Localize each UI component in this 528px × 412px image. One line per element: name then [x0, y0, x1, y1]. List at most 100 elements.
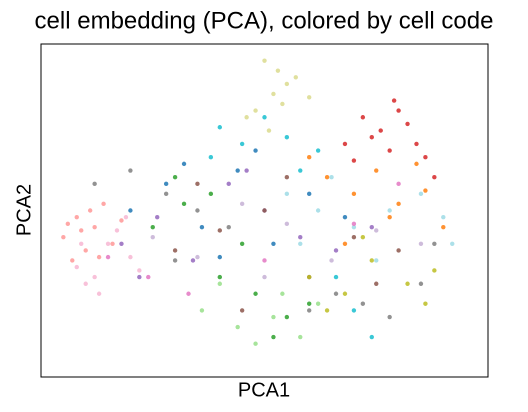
point	[307, 301, 312, 306]
point	[324, 308, 330, 313]
point	[239, 241, 245, 246]
point	[351, 224, 357, 230]
point	[280, 291, 285, 296]
point	[342, 241, 348, 246]
point	[199, 308, 205, 313]
point	[172, 175, 178, 180]
point	[307, 274, 312, 280]
point	[360, 115, 366, 120]
point	[96, 254, 102, 260]
point	[172, 248, 178, 253]
point	[284, 191, 290, 197]
point	[414, 161, 419, 167]
point	[275, 68, 281, 73]
point	[369, 258, 374, 263]
point	[351, 158, 357, 163]
point	[235, 324, 240, 330]
point	[92, 274, 97, 280]
point	[92, 224, 97, 230]
point	[217, 254, 222, 260]
point	[262, 58, 267, 63]
point	[307, 155, 312, 160]
point	[195, 181, 200, 187]
point	[105, 254, 111, 260]
point	[271, 241, 276, 246]
point	[387, 148, 392, 153]
point	[244, 115, 249, 120]
point	[378, 128, 383, 133]
point	[374, 258, 379, 263]
point	[186, 291, 191, 296]
point	[244, 168, 249, 173]
point	[351, 221, 357, 227]
chart-title: cell embedding (PCA), colored by cell co…	[35, 7, 494, 34]
point	[253, 148, 258, 153]
point	[324, 175, 330, 180]
point	[253, 108, 258, 113]
point	[387, 214, 392, 220]
point	[405, 281, 410, 286]
point	[74, 264, 79, 270]
point	[114, 228, 120, 233]
point	[262, 274, 267, 280]
point	[253, 341, 258, 346]
point	[119, 241, 124, 246]
point	[307, 308, 312, 313]
point	[298, 241, 303, 246]
x-axis-label: PCA1	[238, 379, 290, 401]
point	[110, 241, 115, 246]
point	[217, 125, 222, 130]
point	[137, 268, 142, 273]
point	[342, 214, 348, 220]
point	[217, 228, 222, 233]
point	[190, 258, 196, 263]
point	[199, 224, 205, 230]
point	[235, 168, 240, 173]
point	[101, 201, 106, 207]
point	[284, 135, 290, 140]
point	[181, 161, 187, 167]
plot-frame	[40, 43, 489, 378]
point	[351, 191, 357, 197]
point	[315, 148, 321, 153]
point	[266, 128, 272, 133]
y-axis-label: PCA2	[13, 184, 35, 236]
point	[271, 314, 276, 320]
point	[369, 135, 374, 140]
point	[298, 334, 303, 340]
point	[128, 208, 133, 213]
point	[315, 208, 321, 213]
point	[329, 258, 334, 263]
point	[315, 301, 321, 306]
point	[181, 201, 187, 207]
point	[65, 221, 71, 227]
point	[163, 191, 169, 197]
point	[342, 291, 348, 296]
point	[450, 241, 455, 246]
point	[87, 208, 93, 213]
point	[271, 334, 276, 340]
point	[418, 191, 424, 197]
point	[128, 254, 133, 260]
point	[423, 188, 428, 193]
point	[293, 75, 298, 80]
point	[217, 274, 222, 280]
point	[155, 214, 160, 220]
point	[284, 221, 290, 227]
point	[307, 191, 312, 197]
point	[360, 301, 366, 306]
point	[79, 228, 84, 233]
point	[333, 274, 339, 280]
point	[369, 224, 374, 230]
point	[351, 234, 357, 240]
point	[146, 274, 151, 280]
point	[396, 201, 401, 207]
point	[307, 95, 312, 100]
point	[253, 291, 258, 296]
point	[239, 308, 245, 313]
point	[195, 254, 200, 260]
point	[271, 91, 276, 97]
point	[284, 314, 290, 320]
point	[360, 234, 366, 240]
